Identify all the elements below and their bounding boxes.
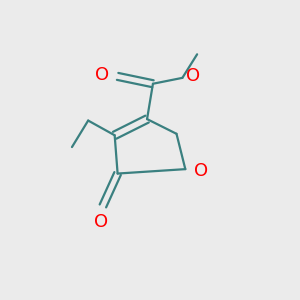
Text: O: O — [94, 213, 109, 231]
Text: O: O — [194, 163, 208, 181]
Text: O: O — [95, 66, 109, 84]
Text: O: O — [186, 68, 200, 85]
